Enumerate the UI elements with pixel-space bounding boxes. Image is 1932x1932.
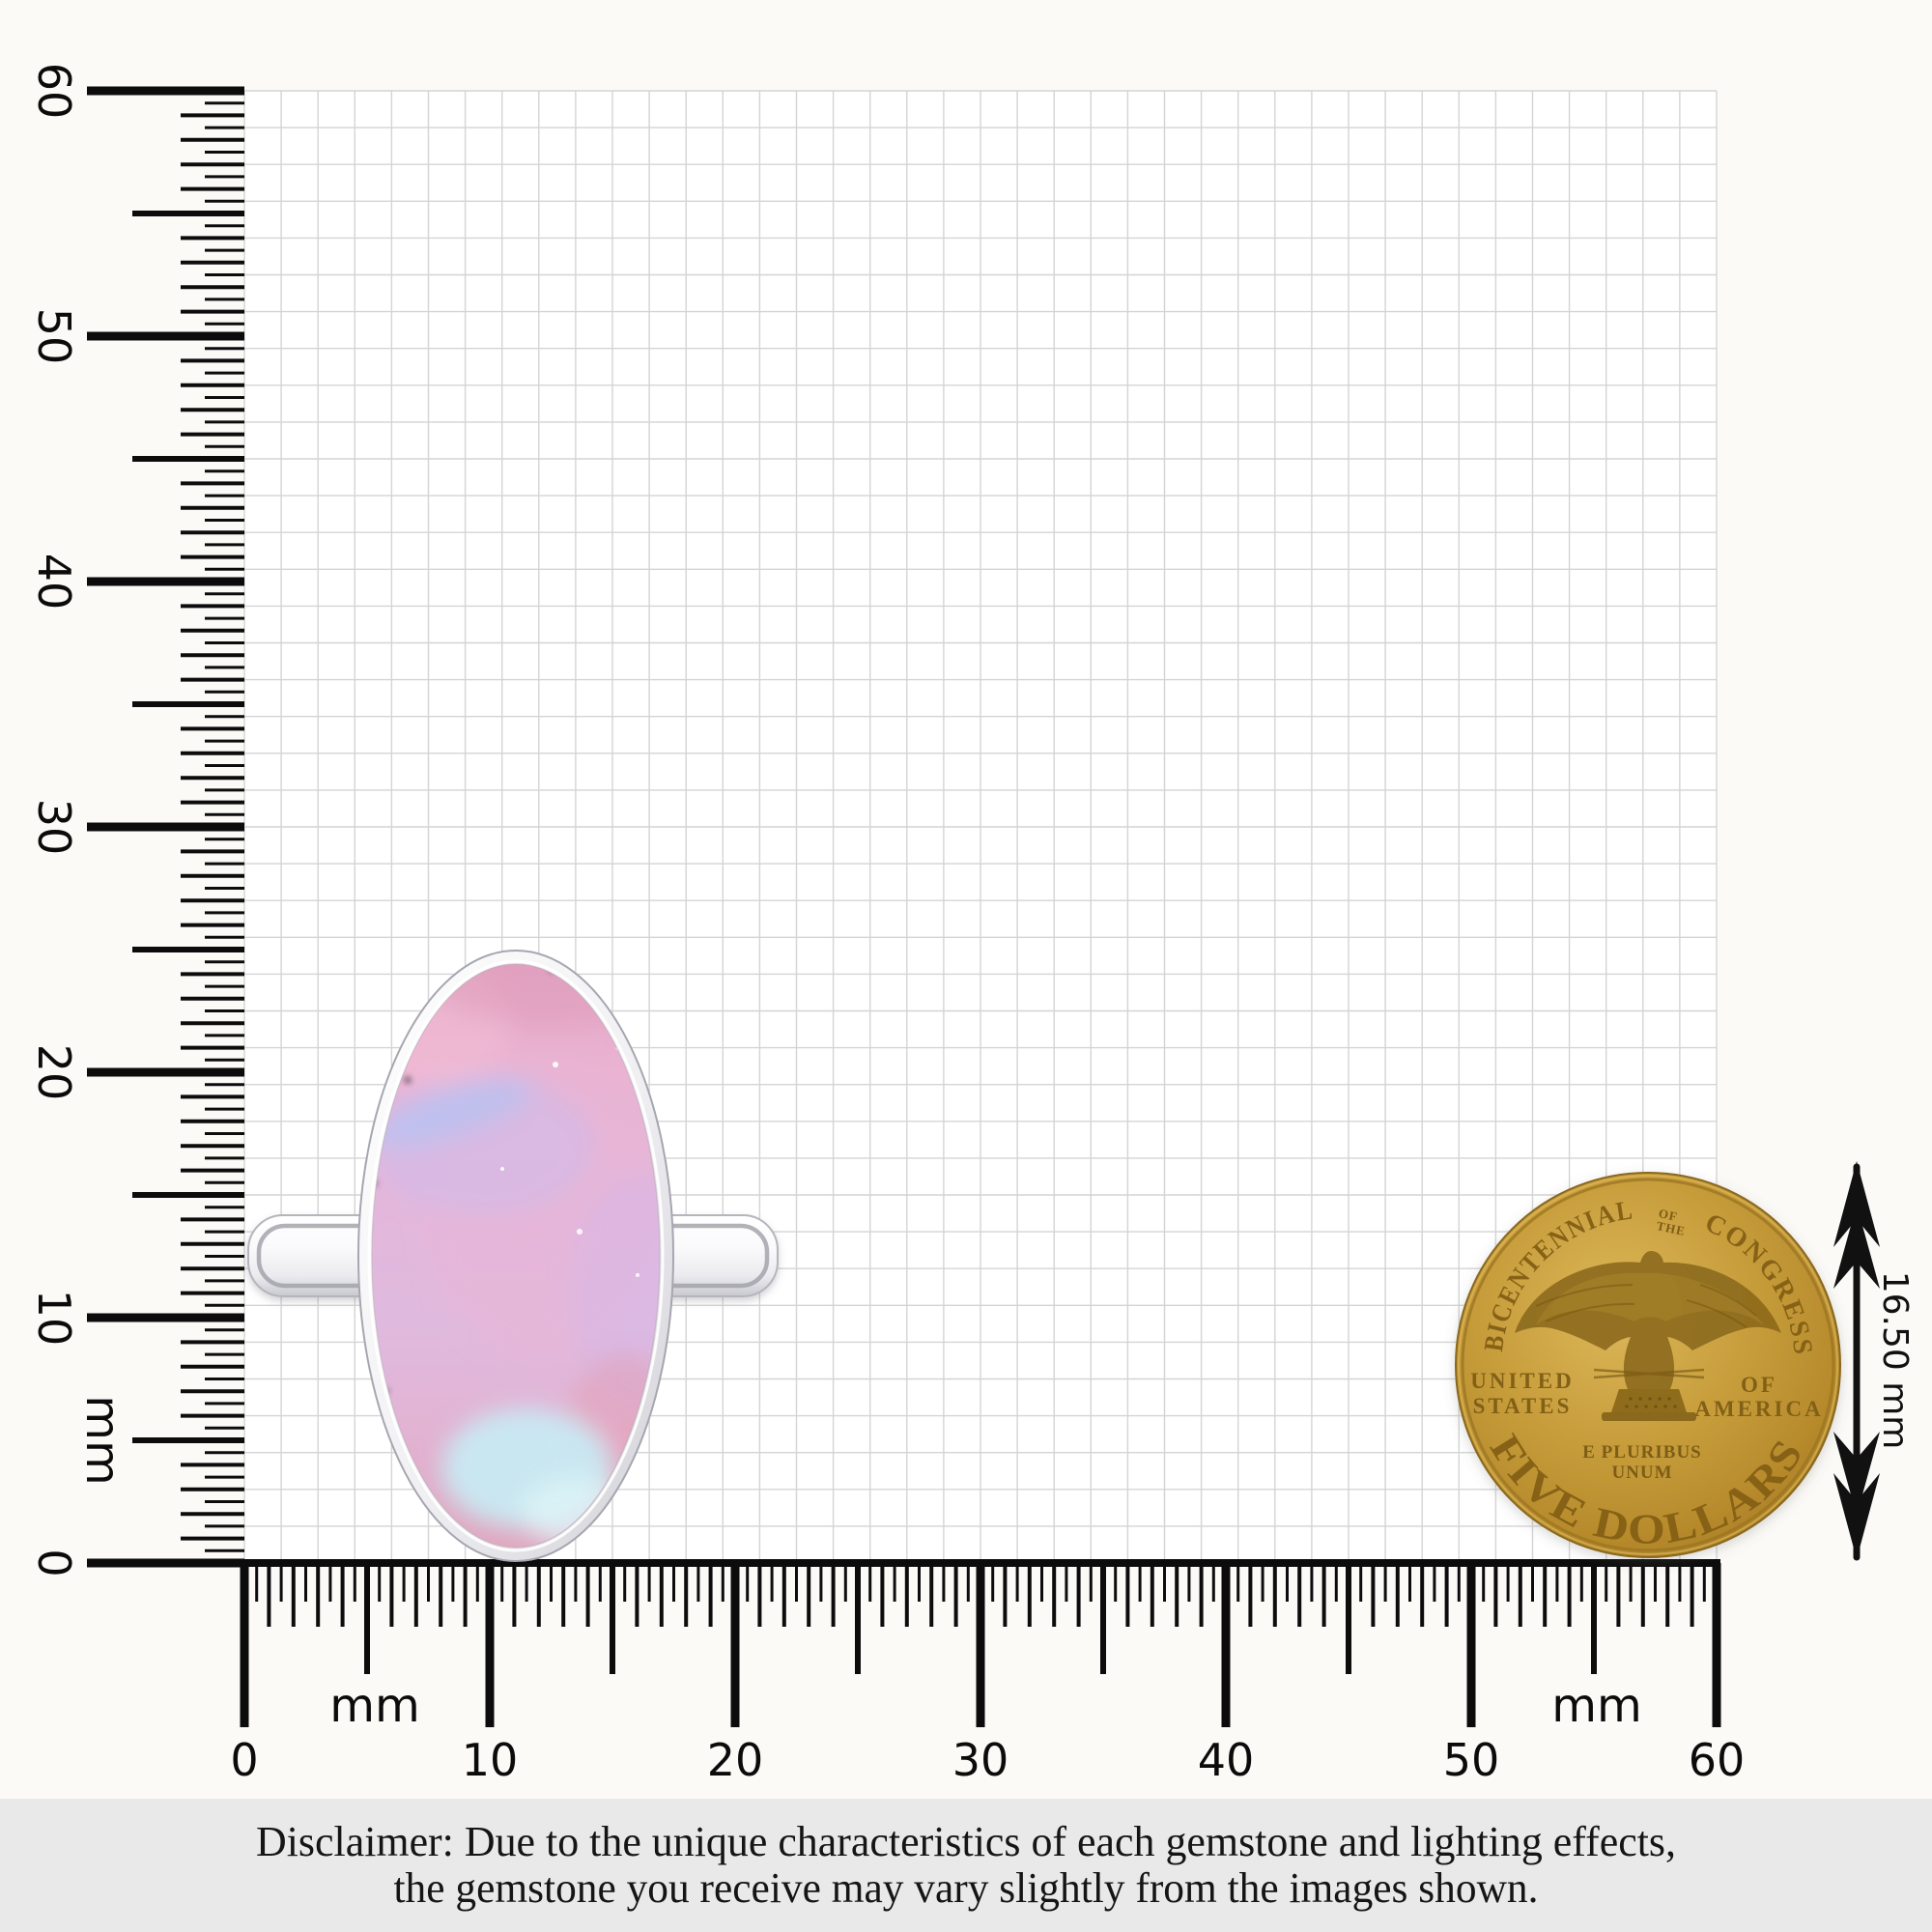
disclaimer-line-1: Disclaimer: Due to the unique characteri… [256,1818,1676,1865]
disclaimer-band: Disclaimer: Due to the unique characteri… [0,1799,1932,1932]
bottom-ruler-label: 30 [952,1734,1009,1786]
coin-eagle-icon [1515,1251,1781,1421]
coin-of-right: OF [1741,1373,1777,1397]
coin-states: STATES [1473,1394,1573,1418]
coin-motto-2: UNUM [1611,1463,1672,1483]
left-ruler-label: 0 [28,1548,80,1577]
coin-legend-of: OF [1658,1206,1680,1224]
left-ruler-label: 30 [28,799,80,856]
left-ruler-label: 10 [28,1290,80,1347]
bottom-ruler-label: 0 [230,1734,258,1786]
left-ruler: 0 10 20 30 40 50 60 mm [28,63,244,1577]
coin-diameter-label: 16.50 mm [1875,1271,1915,1450]
left-ruler-label: 20 [28,1044,80,1101]
bottom-ruler-label: 60 [1689,1734,1746,1786]
bottom-ruler-unit-right: mm [1551,1679,1642,1733]
coin-america: AMERICA [1694,1397,1823,1421]
size-arrow-icon [1833,1161,1880,1561]
left-ruler-label: 50 [28,308,80,365]
disclaimer-line-2: the gemstone you receive may vary slight… [394,1864,1539,1912]
coin: BICENTENNIAL CONGRESS OF THE UNITED STAT… [1455,1172,1841,1558]
bottom-ruler-unit-left: mm [329,1679,420,1733]
bottom-ruler-ticks [240,1563,1721,1727]
bottom-ruler-label: 50 [1443,1734,1500,1786]
coin-legend-the: THE [1655,1218,1687,1238]
ring [247,950,779,1562]
left-ruler-label: 40 [28,554,80,611]
coin-motto-1: E PLURIBUS [1582,1442,1702,1463]
left-ruler-ticks [87,86,244,1568]
gemstone [367,959,665,1552]
bottom-ruler-label: 20 [707,1734,764,1786]
coin-united: UNITED [1470,1369,1574,1393]
bottom-ruler: 0 10 20 30 40 50 60 mm mm [230,1559,1746,1786]
bottom-ruler-label: 40 [1198,1734,1255,1786]
bottom-ruler-label: 10 [462,1734,519,1786]
left-ruler-label: 60 [28,63,80,120]
left-ruler-unit: mm [75,1395,129,1486]
